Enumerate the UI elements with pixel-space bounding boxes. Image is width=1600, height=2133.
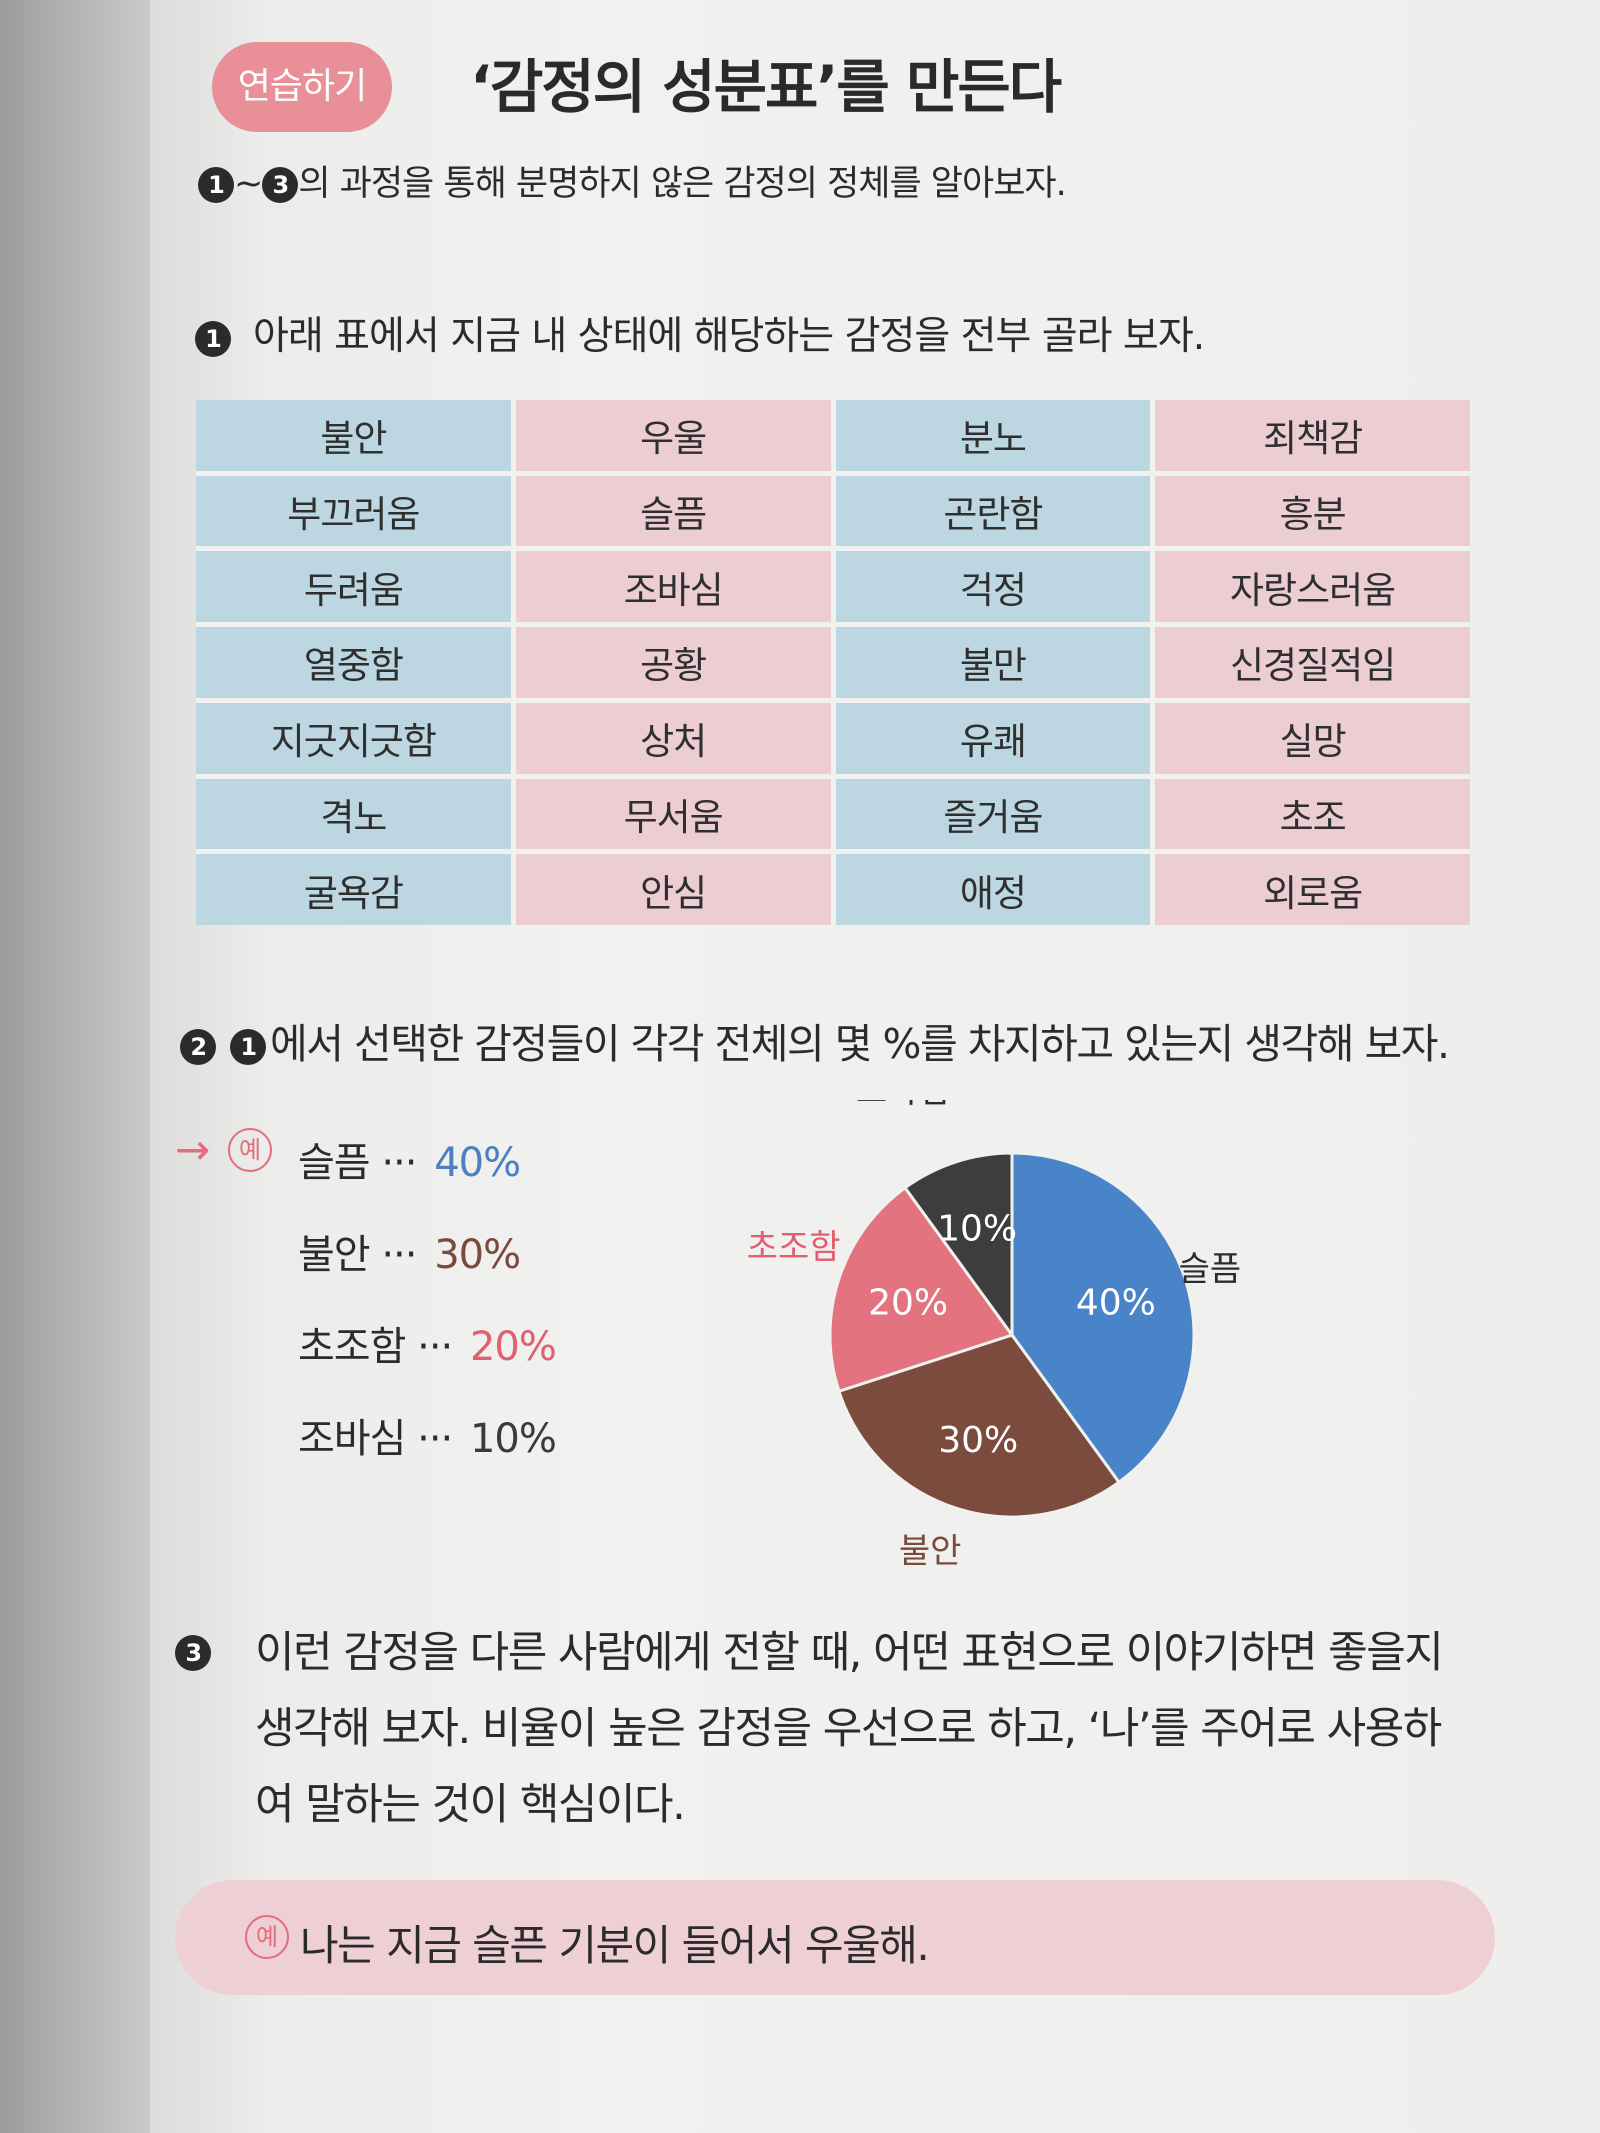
- pie-slice-label: 초조함: [747, 1228, 841, 1268]
- ratio-label: 불안 ···: [298, 1232, 429, 1278]
- emotion-cell: 실망: [1155, 702, 1470, 774]
- emotion-cell: 신경질적임: [1155, 627, 1470, 698]
- step-badge-1: 1: [198, 167, 234, 203]
- example-mark: 예: [245, 1915, 289, 1959]
- emotion-cell: 굴욕감: [196, 854, 511, 925]
- emotion-pie-chart: 40% 슬픔 30% 불안 20% 초조함 10% 조바심: [747, 1100, 1242, 1571]
- emotion-cell: 흥분: [1155, 475, 1470, 547]
- step1-ref-badge: 1: [230, 1029, 266, 1065]
- intro-sentence: 의 과정을 통해 분명하지 않은 감정의 정체를 알아보자.: [298, 164, 1066, 204]
- emotion-cell: 불만: [835, 627, 1151, 698]
- ratio-percent: 20%: [469, 1324, 557, 1370]
- emotion-cell: 격노: [196, 778, 511, 850]
- emotion-cell: 초조: [1155, 778, 1470, 850]
- book-page: [150, 0, 1600, 2133]
- ratio-label: 슬픔 ···: [298, 1140, 429, 1186]
- pie-slice: [1010, 1151, 1196, 1485]
- ratio-item: 불안 ··· 30%: [298, 1222, 521, 1280]
- emotion-cell: 상처: [515, 702, 831, 774]
- emotion-cell: 안심: [515, 854, 831, 925]
- example-sentence: 나는 지금 슬픈 기분이 들어서 우울해.: [300, 1921, 930, 1970]
- emotion-cell: 무서움: [515, 778, 831, 850]
- emotion-cell: 유쾌: [835, 702, 1151, 774]
- emotion-cell: 우울: [515, 400, 831, 471]
- emotion-cell: 걱정: [835, 551, 1151, 623]
- ratio-item: 초조함 ··· 20%: [298, 1314, 557, 1372]
- emotion-cell: 죄책감: [1155, 400, 1470, 471]
- pie-slice: [837, 1333, 1122, 1519]
- pie-slice-label: 불안: [899, 1532, 962, 1571]
- step1-badge: 1: [195, 320, 231, 357]
- example-mark: 예: [228, 1128, 272, 1172]
- emotion-cell: 두려움: [196, 551, 511, 623]
- step3-question: 3 이런 감정을 다른 사람에게 전할 때, 어떤 표현으로 이야기하면 좋을지…: [175, 1615, 1515, 1843]
- emotion-cell: 자랑스러움: [1155, 551, 1470, 623]
- pie-slice: [828, 1185, 1015, 1394]
- arrow-icon: →: [175, 1125, 211, 1174]
- emotion-cell: 외로움: [1155, 854, 1470, 925]
- step3-badge: 3: [175, 1635, 211, 1671]
- step1-text: 아래 표에서 지금 내 상태에 해당하는 감정을 전부 골라 보자.: [253, 314, 1205, 359]
- step2-badge: 2: [180, 1029, 216, 1065]
- step3-line: 이런 감정을 다른 사람에게 전할 때, 어떤 표현으로 이야기하면 좋을지: [255, 1628, 1444, 1678]
- step3-line: 생각해 보자. 비율이 높은 감정을 우선으로 하고, ‘나’를 주어로 사용하: [255, 1704, 1442, 1754]
- page-title: ‘감정의 성분표’를 만든다: [470, 53, 1062, 121]
- ratio-label: 초조함 ···: [298, 1324, 464, 1370]
- emotion-cell: 공황: [515, 627, 831, 698]
- emotion-cell: 조바심: [515, 551, 831, 623]
- step-badge-3: 3: [262, 167, 299, 203]
- step3-line: 여 말하는 것이 핵심이다.: [255, 1780, 686, 1830]
- ratio-item: 조바심 ··· 10%: [298, 1406, 557, 1464]
- emotion-cell: 지긋지긋함: [196, 702, 511, 774]
- emotion-cell: 슬픔: [515, 475, 831, 547]
- pie-slice-percent: 10%: [937, 1209, 1017, 1250]
- pie-slice-percent: 20%: [868, 1282, 948, 1323]
- step1-question: 1 아래 표에서 지금 내 상태에 해당하는 감정을 전부 골라 보자.: [195, 305, 1205, 361]
- ratio-percent: 30%: [434, 1232, 521, 1278]
- emotion-cell: 즐거움: [835, 778, 1151, 850]
- example-box: 예 나는 지금 슬픈 기분이 들어서 우울해.: [175, 1880, 1495, 1995]
- pie-slice-percent: 30%: [938, 1420, 1018, 1461]
- range-separator: ~: [234, 164, 263, 204]
- step2-text: 에서 선택한 감정들이 각각 전체의 몇 %를 차지하고 있는지 생각해 보자.: [270, 1020, 1450, 1068]
- ratio-label: 조바심 ···: [298, 1416, 464, 1462]
- step2-question: 2 1 에서 선택한 감정들이 각각 전체의 몇 %를 차지하고 있는지 생각해 보…: [180, 1010, 1450, 1070]
- pie-slice-label: 슬픔: [1179, 1249, 1242, 1289]
- emotion-cell: 불안: [196, 400, 511, 471]
- ratio-item: 슬픔 ··· 40%: [298, 1130, 521, 1188]
- practice-tag: 연습하기: [212, 42, 392, 132]
- emotion-cell: 열중함: [196, 627, 511, 698]
- emotion-cell: 분노: [835, 400, 1151, 471]
- pie-slice-label: 조바심: [856, 1100, 950, 1111]
- emotion-cell: 애정: [835, 854, 1151, 925]
- ratio-percent: 40%: [434, 1140, 521, 1186]
- pie-slice: [902, 1151, 1014, 1340]
- intro-text: 1 ~3 의 과정을 통해 분명하지 않은 감정의 정체를 알아보자.: [198, 155, 1067, 206]
- ratio-percent: 10%: [469, 1416, 557, 1462]
- emotion-cell: 곤란함: [835, 475, 1151, 547]
- emotion-cell: 부끄러움: [196, 475, 511, 547]
- pie-slice-percent: 40%: [1076, 1282, 1156, 1323]
